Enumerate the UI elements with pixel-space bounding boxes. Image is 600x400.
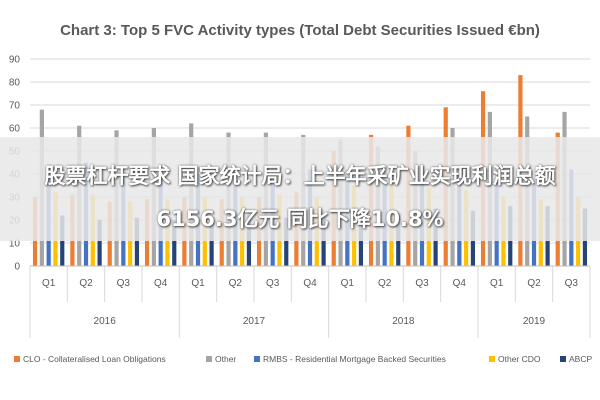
- bar: [172, 220, 177, 266]
- legend-label: Other: [215, 354, 236, 364]
- x-tick-label: Q3: [117, 278, 131, 289]
- x-tick-label: Q1: [191, 278, 205, 289]
- legend-label: ABCP: [569, 354, 592, 364]
- legend-swatch: [14, 356, 20, 362]
- overlay-banner: [0, 137, 600, 241]
- bar: [134, 217, 140, 266]
- x-tick-label: Q1: [42, 278, 56, 289]
- legend-swatch: [254, 356, 260, 362]
- x-tick-label: Q2: [527, 278, 541, 289]
- x-axis: Q1 Q2 Q3 Q4 Q1 Q2 Q3 Q4 Q1 Q2 Q3 Q4 Q1 Q2 Q3 2016 2017 20…: [29, 265, 591, 338]
- legend-label: RMBS - Residential Mortgage Backed Secur…: [263, 354, 446, 364]
- x-tick-label: Q1: [341, 278, 355, 289]
- y-tick-label: 90: [9, 55, 21, 66]
- y-tick-label: 0: [14, 262, 20, 273]
- x-tick-label: Q2: [79, 278, 93, 289]
- y-tick-label: 60: [9, 124, 21, 135]
- bar: [97, 220, 102, 266]
- legend-swatch: [489, 356, 495, 362]
- chart-title: Chart 3: Top 5 FVC Activity types (Total…: [60, 22, 540, 39]
- x-tick-label: Q4: [303, 278, 317, 289]
- x-tick-label: Q3: [266, 278, 280, 289]
- legend-swatch: [206, 356, 212, 362]
- year-group-label: 2016: [94, 316, 117, 327]
- x-tick-label: Q3: [565, 278, 579, 289]
- legend-label: CLO - Collateralised Loan Obligations: [23, 354, 166, 364]
- year-group-label: 2017: [243, 316, 266, 327]
- x-tick-label: Q2: [229, 278, 243, 289]
- y-tick-label: 70: [9, 101, 21, 112]
- bar: [284, 217, 289, 266]
- bar: [209, 217, 214, 266]
- x-tick-label: Q2: [378, 278, 392, 289]
- x-tick-label: Q4: [154, 278, 168, 289]
- x-tick-label: Q1: [490, 278, 504, 289]
- legend-swatch: [560, 356, 566, 362]
- y-tick-label: 80: [9, 78, 21, 89]
- x-tick-label: Q4: [453, 278, 467, 289]
- year-group-label: 2019: [523, 316, 546, 327]
- legend: CLO - Collateralised Loan Obligations Oth…: [14, 354, 592, 364]
- y-tick-label: 10: [9, 239, 21, 250]
- legend-label: Other CDO: [498, 354, 541, 364]
- overlay-headline: 股票杠杆要求 国家统计局：上半年采矿业实现利润总额: [44, 164, 556, 188]
- year-group-label: 2018: [392, 316, 415, 327]
- x-tick-label: Q3: [415, 278, 429, 289]
- overlay-subheadline: 6156.3亿元 同比下降10.8%: [156, 207, 444, 231]
